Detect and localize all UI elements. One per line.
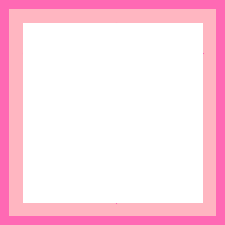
- Text: 375: 375: [60, 122, 86, 136]
- Text: 450: 450: [60, 170, 86, 184]
- Text: 205: 205: [144, 138, 171, 152]
- Text: 190: 190: [144, 122, 171, 136]
- Text: 400: 400: [60, 138, 86, 152]
- Text: 475: 475: [60, 186, 86, 200]
- Text: 425: 425: [60, 154, 86, 168]
- Text: 135: 135: [144, 58, 171, 72]
- Text: 275: 275: [60, 58, 86, 72]
- Text: Fahrenheit: Fahrenheit: [26, 35, 119, 50]
- Text: 325: 325: [60, 90, 86, 104]
- Text: 350: 350: [60, 106, 86, 120]
- Text: 150: 150: [144, 74, 171, 88]
- Text: 230: 230: [144, 170, 171, 184]
- Text: Celsius: Celsius: [127, 35, 188, 50]
- Text: 175: 175: [144, 106, 171, 120]
- Text: 300: 300: [60, 74, 86, 88]
- Text: 165: 165: [144, 90, 171, 104]
- Text: 245: 245: [144, 186, 171, 200]
- Text: 220: 220: [144, 154, 171, 168]
